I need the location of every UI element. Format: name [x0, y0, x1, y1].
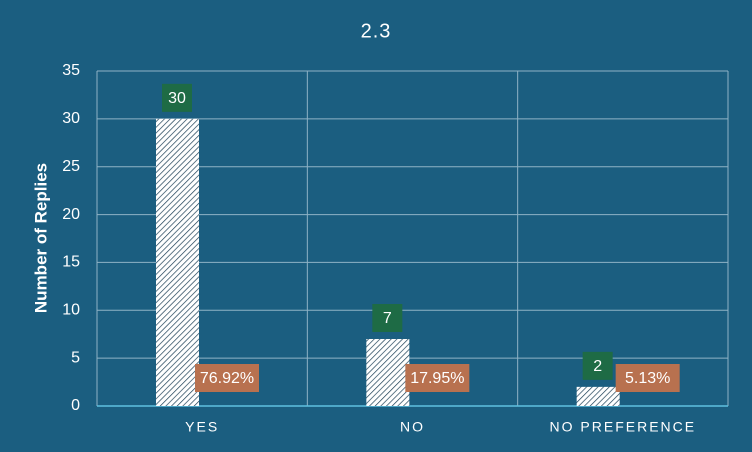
y-tick-label: 0	[71, 397, 80, 414]
y-tick-label: 10	[62, 302, 80, 319]
chart-title: 2.3	[361, 20, 392, 42]
value-label: 7	[383, 310, 392, 327]
y-tick-label: 5	[71, 349, 80, 366]
value-label-box	[162, 83, 192, 112]
bar	[156, 118, 199, 406]
value-label-box	[582, 351, 613, 380]
percent-label: 17.95%	[410, 370, 464, 387]
y-tick-label: 35	[62, 62, 80, 79]
y-tick-label: 25	[62, 158, 80, 175]
value-label: 2	[593, 358, 602, 375]
y-tick-label: 30	[62, 110, 80, 127]
y-tick-label: 15	[62, 254, 80, 271]
percent-label: 5.13%	[625, 370, 670, 387]
percent-label: 76.92%	[200, 370, 254, 387]
value-label: 30	[168, 90, 186, 107]
x-tick-label: NO PREFERENCE	[550, 419, 697, 435]
y-tick-label: 20	[62, 206, 80, 223]
bar	[366, 339, 410, 406]
value-label-box	[372, 304, 403, 332]
x-tick-label: NO	[400, 419, 425, 435]
percent-label-box	[615, 364, 680, 392]
bar	[576, 386, 620, 406]
x-tick-label: YES	[185, 419, 219, 435]
y-axis-label: Number of Replies	[31, 163, 50, 313]
percent-label-box	[405, 364, 470, 392]
percent-label-box	[195, 364, 259, 392]
